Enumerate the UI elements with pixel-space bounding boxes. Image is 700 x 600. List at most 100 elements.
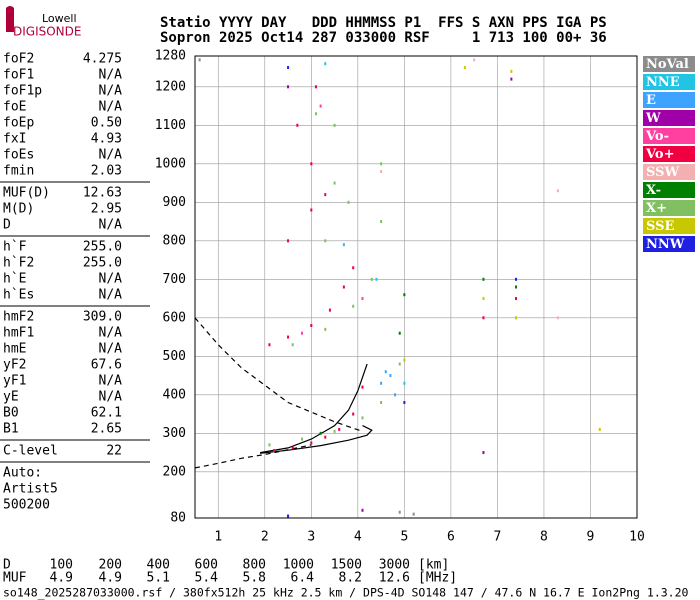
echo-point (463, 66, 466, 70)
legend-swatch (643, 200, 695, 216)
plot-frame (194, 55, 638, 519)
muf-value: 5.1 (147, 571, 170, 586)
param-value: N/A (99, 342, 123, 357)
legend-swatch (643, 74, 695, 90)
echo-point (394, 393, 397, 397)
x-tick-label: 8 (540, 530, 548, 545)
param-label: foF1p (3, 84, 42, 99)
muf-value: 5.8 (243, 571, 266, 586)
echo-point (370, 277, 373, 281)
muf-value: 8.2 (339, 571, 362, 586)
echo-point (352, 412, 355, 416)
param-label: C-level (3, 444, 58, 459)
param-label: M(D) (3, 202, 34, 217)
echo-point (403, 401, 406, 404)
fit-curve (194, 317, 363, 432)
echo-point (301, 437, 304, 441)
echo-point (296, 123, 299, 127)
fit-curve (260, 363, 368, 454)
echo-point (510, 77, 513, 81)
echo-point (333, 429, 336, 433)
d-unit: [km] (418, 558, 449, 573)
echo-point (380, 162, 383, 166)
echo-point (287, 335, 290, 339)
echo-point (324, 239, 327, 243)
footer: so148_2025287033000.rsf / 380fx512h 25 k… (3, 586, 689, 600)
legend-label: X+ (646, 201, 667, 216)
d-label: D (3, 558, 11, 573)
param-label: MUF(D) (3, 186, 50, 201)
echo-point (482, 451, 485, 455)
echo-point (361, 385, 364, 389)
echo-point (347, 200, 350, 204)
legend-label: Vo- (645, 129, 669, 144)
legend-label: NNW (646, 237, 685, 252)
param-label: h`F2 (3, 256, 34, 271)
muf-value: 12.6 (379, 571, 410, 586)
param-value: N/A (99, 100, 123, 115)
param-value: N/A (99, 374, 123, 389)
echo-point (556, 189, 559, 193)
echo-point (273, 449, 276, 453)
legend-label: SSE (646, 219, 674, 234)
d-value: 800 (243, 558, 266, 573)
echo-point (515, 316, 518, 320)
y-tick-label: 1280 (155, 49, 186, 64)
echo-point (310, 441, 313, 445)
echo-point (510, 69, 513, 73)
d-value: 400 (147, 558, 170, 573)
param-label: foF1 (3, 68, 34, 83)
param-label: yE (3, 390, 19, 405)
echo-point (403, 381, 406, 385)
param-value: 4.93 (91, 132, 122, 147)
y-tick-label: 800 (163, 233, 186, 248)
param-label: foEs (3, 148, 34, 163)
legend-swatch (643, 128, 695, 144)
echo-point (556, 316, 559, 320)
y-tick-label: 900 (163, 195, 186, 210)
echo-point (287, 66, 290, 70)
legend-label: NoVal (646, 57, 689, 72)
param-value: 67.6 (91, 358, 122, 373)
echo-point (598, 427, 601, 431)
echo-point (375, 277, 378, 281)
legend-swatch (643, 56, 695, 72)
param-label: D (3, 218, 11, 233)
echo-point (403, 358, 406, 362)
logo-line1: Lowell (42, 12, 77, 25)
echo-point (291, 343, 294, 347)
station-info: Auto: (3, 466, 42, 481)
fit-curve (260, 425, 373, 454)
param-value: 22 (106, 444, 122, 459)
d-value: 1000 (283, 558, 314, 573)
param-label: yF1 (3, 374, 26, 389)
echo-point (412, 512, 415, 516)
legend-label: E (646, 93, 656, 108)
param-value: N/A (99, 68, 123, 83)
y-tick-label: 1000 (155, 156, 186, 171)
y-tick-label: 400 (163, 387, 186, 402)
echo-point (333, 123, 336, 127)
param-value: N/A (99, 84, 123, 99)
param-value: 0.50 (91, 116, 122, 131)
echo-point (319, 431, 322, 435)
param-value: 255.0 (83, 256, 122, 271)
echo-point (301, 331, 304, 335)
d-value: 1500 (331, 558, 362, 573)
echo-point (398, 362, 401, 366)
x-tick-label: 7 (494, 530, 502, 545)
echo-point (310, 162, 313, 166)
echo-point (398, 331, 401, 335)
legend-label: SSW (646, 165, 679, 180)
echo-point (342, 285, 345, 289)
param-value: N/A (99, 148, 123, 163)
legend-swatch (643, 218, 695, 234)
legend-swatch (643, 236, 695, 252)
y-tick-label: 200 (163, 464, 186, 479)
echo-point (473, 58, 476, 62)
echo-point (380, 170, 383, 173)
header-line: Statio YYYY DAY DDD HHMMSS P1 FFS S AXN … (160, 15, 607, 31)
param-value: 309.0 (83, 310, 122, 325)
x-tick-label: 10 (629, 530, 645, 545)
